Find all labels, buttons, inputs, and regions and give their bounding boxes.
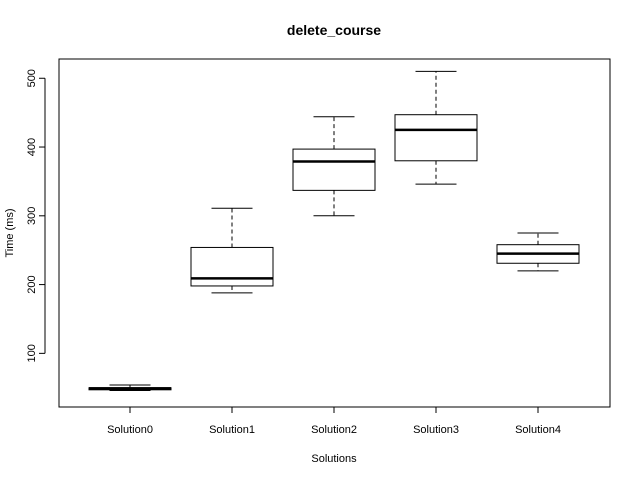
y-tick-label: 200 [26,275,38,293]
box-solution4 [496,232,580,272]
interquartile-box [394,114,478,162]
y-axis-label: Time (ms) [4,208,16,257]
box-solution0 [88,384,172,391]
x-tick-label: Solution0 [107,424,153,436]
y-tick-label: 300 [26,207,38,225]
box-solution2 [292,116,376,217]
x-tick-label: Solution2 [311,424,357,436]
y-tick-label: 100 [26,344,38,362]
x-axis-label: Solutions [311,453,357,465]
interquartile-box [190,246,274,287]
box-series [88,70,580,391]
box-solution3 [394,70,478,185]
x-tick-label: Solution3 [413,424,459,436]
x-tick-label: Solution4 [515,424,561,436]
y-tick-label: 500 [26,69,38,87]
box-solution1 [190,207,274,294]
x-tick-label: Solution1 [209,424,255,436]
interquartile-box [292,148,376,191]
x-axis: Solution0 Solution1 Solution2 Solution3 Solu… [107,406,561,436]
y-axis: 100 200 300 400 500 [26,69,46,363]
chart-title: delete_course [287,22,381,38]
y-tick-label: 400 [26,138,38,156]
